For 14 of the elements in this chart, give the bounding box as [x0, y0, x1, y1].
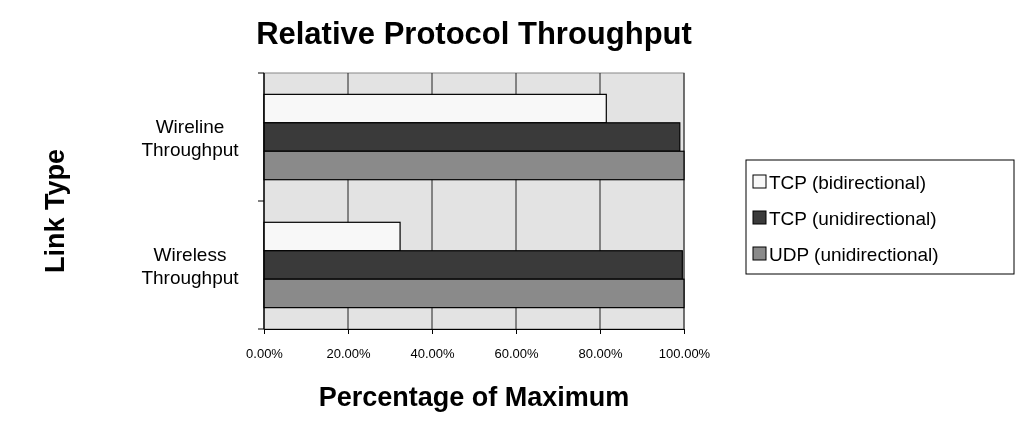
y-tick-label: Wireline Throughput [141, 116, 240, 161]
legend-label: UDP (unidirectional) [769, 244, 939, 265]
chart-title: Relative Protocol Throughput [256, 16, 692, 51]
x-tick-label: 40.00% [410, 345, 455, 361]
y-axis-title: Link Type [40, 148, 70, 274]
legend-label: TCP (bidirectional) [769, 172, 926, 193]
y-tick-label: Wireless Throughput [141, 243, 240, 288]
x-tick-label: 100.00% [658, 345, 711, 361]
legend-label: TCP (unidirectional) [769, 208, 937, 229]
x-tick-label: 20.00% [326, 345, 371, 361]
x-tick-label: 60.00% [494, 345, 539, 361]
x-axis-title: Percentage of Maximum [318, 382, 630, 412]
x-tick-label: 80.00% [578, 345, 623, 361]
x-tick-label: 0.00% [246, 345, 284, 361]
